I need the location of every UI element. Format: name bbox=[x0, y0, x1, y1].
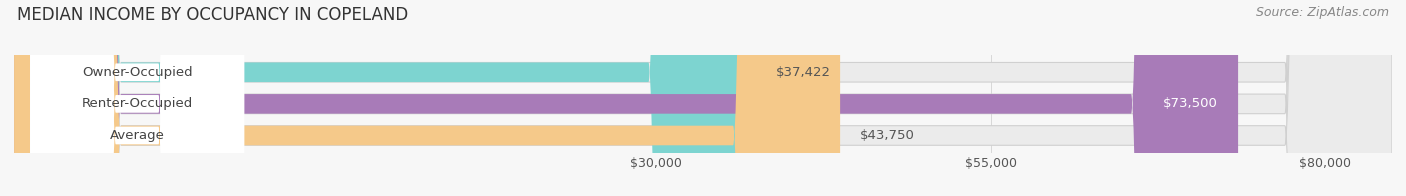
Text: $43,750: $43,750 bbox=[860, 129, 915, 142]
Text: $37,422: $37,422 bbox=[776, 66, 831, 79]
Text: Average: Average bbox=[110, 129, 165, 142]
Text: Renter-Occupied: Renter-Occupied bbox=[82, 97, 193, 110]
FancyBboxPatch shape bbox=[30, 0, 245, 196]
Text: MEDIAN INCOME BY OCCUPANCY IN COPELAND: MEDIAN INCOME BY OCCUPANCY IN COPELAND bbox=[17, 6, 408, 24]
FancyBboxPatch shape bbox=[14, 0, 841, 196]
Text: Source: ZipAtlas.com: Source: ZipAtlas.com bbox=[1256, 6, 1389, 19]
FancyBboxPatch shape bbox=[14, 0, 1392, 196]
FancyBboxPatch shape bbox=[14, 0, 1392, 196]
FancyBboxPatch shape bbox=[14, 0, 1392, 196]
Text: Owner-Occupied: Owner-Occupied bbox=[82, 66, 193, 79]
FancyBboxPatch shape bbox=[30, 0, 245, 196]
FancyBboxPatch shape bbox=[14, 0, 755, 196]
Text: $73,500: $73,500 bbox=[1163, 97, 1218, 110]
FancyBboxPatch shape bbox=[14, 0, 1239, 196]
FancyBboxPatch shape bbox=[30, 0, 245, 196]
